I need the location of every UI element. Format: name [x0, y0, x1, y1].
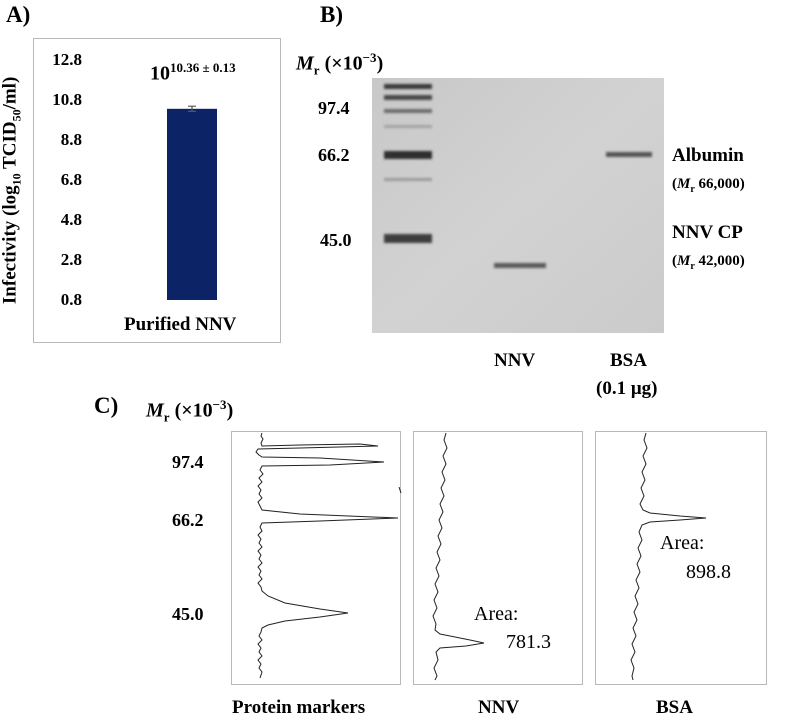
panel-b-cp-mr: (Mr 42,000)	[672, 253, 745, 272]
panel-c-mr-label: Mr (×10−3)	[146, 397, 234, 425]
panel-a-ytick-label: 8.8	[60, 130, 82, 149]
trace-marker-tail	[398, 486, 402, 494]
bar-purified-nnv	[167, 108, 217, 300]
panel-b-lane-nnv: NNV	[494, 350, 536, 371]
panel-b-mr-label: Mr (×10−3)	[296, 50, 384, 78]
panel-c-lane-markers: Protein markers	[232, 697, 366, 718]
gel-band-albumin	[606, 152, 652, 157]
trace-protein-markers	[255, 432, 399, 679]
densitometry-frame-nnv	[413, 431, 583, 685]
panel-a-label: A)	[6, 2, 31, 27]
panel-b-tick-45: 45.0	[320, 230, 352, 250]
panel-c-tick-66: 66.2	[172, 510, 204, 530]
panel-c-tick-45: 45.0	[172, 604, 204, 624]
gel-band-nnv-cp	[494, 263, 546, 268]
densitometry-frame-bsa	[595, 431, 767, 685]
panel-c-label: C)	[94, 393, 119, 418]
panel-a-category-label: Purified NNV	[124, 314, 237, 335]
panel-b-tick-66: 66.2	[318, 145, 350, 165]
panel-b-albumin-mr: (Mr 66,000)	[672, 176, 745, 195]
panel-a-annotation: 1010.36 ± 0.13	[150, 60, 236, 85]
trace-nnv	[432, 432, 485, 681]
panel-b-lane-bsa-amount: (0.1 μg)	[596, 378, 658, 399]
panel-c-tick-97: 97.4	[172, 452, 204, 472]
area-value-nnv: 781.3	[506, 631, 551, 653]
panel-b-tick-97: 97.4	[318, 98, 350, 118]
trace-bsa	[630, 432, 707, 681]
panel-a-ytick-label: 10.8	[52, 90, 82, 109]
gel-background	[372, 78, 664, 333]
gel-marker-lane	[384, 84, 432, 243]
panel-a-frame	[33, 38, 281, 343]
panel-a-ytick-label: 4.8	[60, 210, 82, 229]
panel-b-label: B)	[320, 2, 343, 27]
panel-a-ytick-label: 0.8	[60, 290, 82, 309]
panel-a-ytick-label: 2.8	[60, 250, 82, 269]
area-label-nnv: Area:	[474, 603, 519, 625]
panel-c-lane-nnv: NNV	[478, 697, 520, 718]
area-label-bsa: Area:	[660, 532, 705, 554]
panel-a-ytick-label: 6.8	[60, 170, 82, 189]
panel-b-albumin-label: Albumin	[672, 145, 744, 166]
panel-b-cp-label: NNV CP	[672, 222, 743, 243]
error-bar	[188, 105, 196, 112]
panel-b-lane-bsa: BSA	[610, 350, 647, 371]
panel-c-lane-bsa: BSA	[656, 697, 693, 718]
panel-a-ytick-label: 12.8	[52, 50, 82, 69]
area-value-bsa: 898.8	[686, 561, 731, 583]
